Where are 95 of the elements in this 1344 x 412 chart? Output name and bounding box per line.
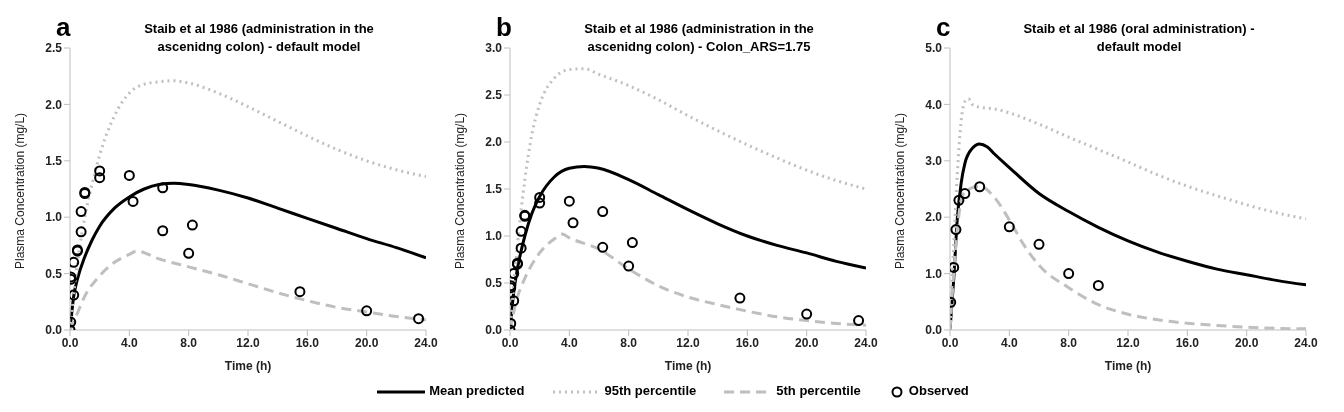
x-tick-label: 12.0: [676, 335, 700, 350]
y-tick-label: 1.0: [925, 266, 943, 281]
y-tick-label: 5.0: [925, 41, 943, 56]
y-axis-title: Plasma Concentration (mg/L): [13, 112, 28, 269]
y-tick-label: 1.0: [45, 210, 63, 225]
text: c: [936, 12, 951, 43]
point: [94, 165, 106, 177]
legend-label: 95th percentile: [603, 383, 697, 399]
y-tick-label: 1.5: [485, 182, 503, 197]
point: [626, 237, 638, 249]
point: [123, 169, 135, 181]
point: [950, 261, 960, 273]
point: [70, 256, 80, 268]
x-tick-label: 0.0: [61, 335, 79, 350]
x-tick-label: 20.0: [354, 335, 379, 350]
chart-title: Staib et al 1986 (oral administration) - default model: [1022, 20, 1256, 56]
x-axis-title: Time (h): [224, 359, 272, 373]
point: [157, 182, 169, 194]
point: [127, 195, 139, 207]
point: [186, 219, 198, 231]
x-tick-label: 8.0: [1060, 335, 1078, 350]
y-axis-title: Plasma Concentration (mg/L): [453, 112, 468, 269]
point: [75, 206, 87, 218]
y-tick-label: 1.5: [45, 154, 63, 169]
point: [950, 224, 962, 236]
x-tick-label: 12.0: [236, 335, 260, 350]
point: [361, 305, 373, 317]
x-tick-label: 4.0: [560, 335, 578, 350]
legend-label: Mean predicted: [428, 383, 525, 399]
point: [1033, 238, 1045, 250]
x-tick-label: 16.0: [1175, 335, 1200, 350]
y-tick-label: 2.0: [485, 135, 503, 150]
point: [75, 226, 87, 238]
y-axis-title: Plasma Concentration (mg/L): [893, 112, 908, 269]
point: [959, 188, 971, 200]
point: [70, 289, 80, 301]
x-axis-title: Time (h): [1104, 359, 1152, 373]
point: [515, 242, 527, 254]
point: [294, 286, 306, 298]
y-tick-label: 0.0: [925, 323, 943, 338]
point: [413, 313, 425, 325]
x-tick-label: 16.0: [295, 335, 320, 350]
point: [801, 308, 813, 320]
x-tick-label: 0.0: [941, 335, 959, 350]
point: [597, 206, 609, 218]
y-tick-label: 0.0: [485, 323, 503, 338]
point: [597, 241, 609, 253]
x-axis-title: Time (h): [664, 359, 712, 373]
x-tick-label: 24.0: [414, 335, 438, 350]
y-tick-label: 4.0: [925, 97, 943, 112]
point: [1063, 268, 1075, 280]
x-tick-label: 24.0: [1294, 335, 1318, 350]
y-tick-label: 0.5: [485, 276, 503, 291]
point: [563, 195, 575, 207]
point: [1092, 279, 1104, 291]
point: [515, 225, 527, 237]
point: [567, 217, 579, 229]
point: [623, 260, 635, 272]
text: b: [496, 12, 512, 43]
y-tick-label: 0.0: [45, 323, 63, 338]
x-tick-label: 24.0: [854, 335, 878, 350]
y-tick-label: 3.0: [485, 41, 503, 56]
point: [953, 194, 965, 206]
chart-title: Staib et al 1986 (administration in the ascenidng colon) - default model: [143, 20, 375, 56]
point: [510, 295, 520, 307]
point: [183, 247, 195, 259]
point: [534, 191, 546, 203]
point: [734, 292, 746, 304]
y-tick-label: 0.5: [45, 266, 63, 281]
point: [853, 315, 865, 327]
point: [94, 172, 106, 184]
x-tick-label: 16.0: [735, 335, 760, 350]
point: [1003, 221, 1015, 233]
x-tick-label: 12.0: [1116, 335, 1140, 350]
chart-title: Staib et al 1986 (administration in the ascenidng colon) - Colon_ARS=1.75: [583, 20, 815, 56]
x-tick-label: 20.0: [794, 335, 819, 350]
y-tick-label: 1.0: [485, 229, 503, 244]
x-tick-label: 20.0: [1234, 335, 1259, 350]
point: [974, 181, 986, 193]
y-tick-label: 2.5: [485, 88, 503, 103]
x-tick-label: 0.0: [501, 335, 519, 350]
y-tick-label: 2.0: [45, 97, 63, 112]
y-tick-label: 2.5: [45, 41, 63, 56]
x-tick-label: 8.0: [620, 335, 638, 350]
point: [534, 197, 546, 209]
x-tick-label: 8.0: [180, 335, 198, 350]
text: a: [56, 12, 71, 43]
point: [510, 268, 520, 280]
y-tick-label: 2.0: [925, 210, 943, 225]
legend-label: 5th percentile: [775, 383, 861, 399]
y-tick-label: 3.0: [925, 154, 943, 169]
x-tick-label: 4.0: [1000, 335, 1018, 350]
point: [157, 225, 169, 237]
x-tick-label: 4.0: [120, 335, 138, 350]
legend-label: Observed: [907, 383, 969, 399]
